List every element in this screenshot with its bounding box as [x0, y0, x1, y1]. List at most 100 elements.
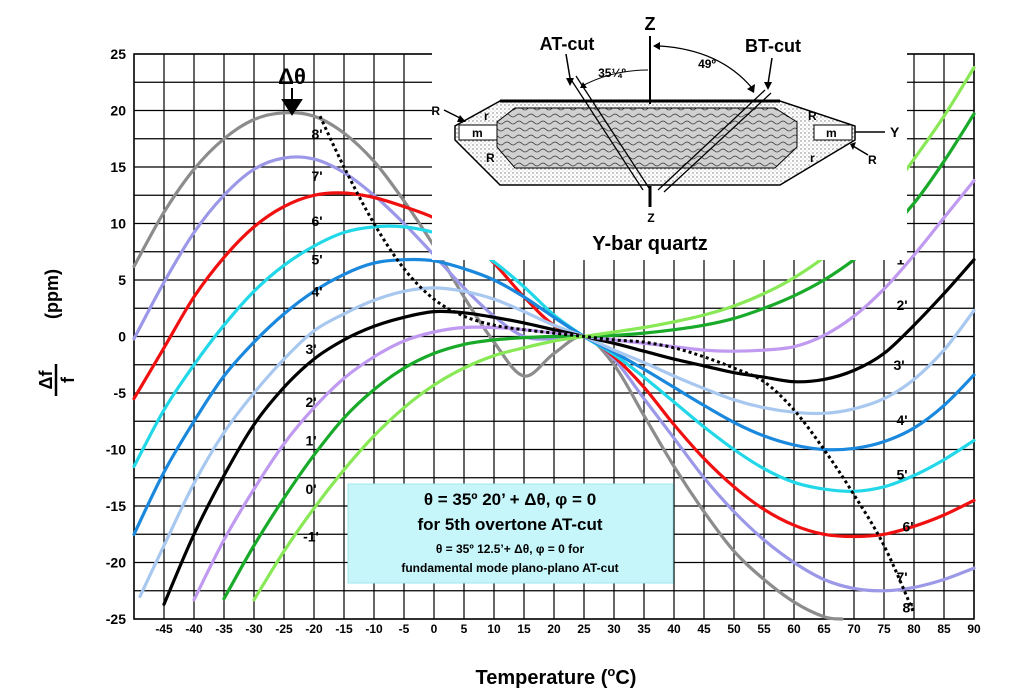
inset-face-r-right: r — [810, 151, 815, 165]
x-tick-label: 35 — [637, 622, 651, 636]
x-tick-label: -25 — [275, 622, 293, 636]
inset-face-r-left: r — [484, 109, 489, 123]
info-box-line-1: θ = 35º 20’ + Δθ, φ = 0 — [424, 490, 596, 509]
r-label-arrow-right — [852, 145, 869, 156]
x-tick-label: -40 — [185, 622, 203, 636]
x-tick-label: 15 — [517, 622, 531, 636]
x-tick-label: 75 — [877, 622, 891, 636]
inset-face-R-right-top: R — [808, 109, 817, 123]
inset-face-m-right: m — [826, 126, 837, 140]
info-box-line-2: for 5th overtone AT-cut — [417, 515, 602, 534]
curve-label-right: 7' — [896, 569, 907, 585]
x-tick-label: -30 — [245, 622, 263, 636]
inset-at-cut-label: AT-cut — [540, 34, 595, 54]
crystal-core — [496, 107, 798, 169]
y-axis-label-unit: (ppm) — [42, 269, 62, 319]
x-tick-label: -15 — [335, 622, 353, 636]
series-line — [132, 111, 844, 621]
x-tick-label: 65 — [817, 622, 831, 636]
info-box-line-3: θ = 35º 12.5’+ Δθ, φ = 0 for — [436, 542, 585, 556]
info-box-background — [347, 483, 674, 584]
bt-cut-line-b — [663, 92, 772, 193]
x-tick-label: 5 — [461, 622, 468, 636]
x-tick-label: 50 — [727, 622, 741, 636]
inset-face-m-left: m — [472, 126, 483, 140]
turnover-locus-layer — [318, 115, 916, 615]
bt-angle-arrow-top — [653, 42, 660, 50]
y-tick-label: -20 — [106, 555, 126, 571]
series-line — [132, 155, 976, 593]
x-tick-label: 70 — [847, 622, 861, 636]
r-label-arrowhead-right — [850, 142, 856, 150]
y-tick-label: -15 — [106, 498, 126, 514]
inset-y-label: Y — [890, 124, 900, 140]
inset-face-R-right-bottom: R — [868, 153, 877, 167]
y-tick-label: 25 — [110, 46, 126, 62]
y-tick-label: 20 — [110, 103, 126, 119]
m-face-left — [458, 124, 498, 141]
y-tick-label: 5 — [118, 272, 126, 288]
bt-angle-arc — [659, 45, 753, 89]
inset-face-R-left-top: R — [431, 104, 440, 118]
x-tick-label: -5 — [399, 622, 410, 636]
y-tick-label: -25 — [106, 611, 126, 627]
x-tick-label: 45 — [697, 622, 711, 636]
curve-label-right: 3' — [893, 357, 904, 373]
y-axis-label-numerator: Δf — [36, 370, 56, 390]
y-tick-label: 10 — [110, 216, 126, 232]
y-tick-label: 0 — [118, 329, 126, 345]
x-axis-label: Temperature (oC) — [476, 664, 637, 689]
inset-bt-cut-label: BT-cut — [745, 36, 801, 56]
delta-theta-arrow — [281, 88, 303, 116]
inset-title: Y-bar quartz — [592, 233, 708, 255]
curve-label-left: 3' — [305, 341, 316, 357]
series-line — [162, 258, 976, 606]
x-tick-label: -45 — [155, 622, 173, 636]
cut-angle-info-box: θ = 35º 20’ + Δθ, φ = 0 for 5th overtone… — [347, 483, 674, 584]
at-label-arrow — [565, 53, 571, 79]
x-tick-label: 55 — [757, 622, 771, 636]
inset-face-R-left-bottom: R — [486, 151, 495, 165]
bt-label-arrowhead — [764, 82, 772, 90]
x-tick-label: 30 — [607, 622, 621, 636]
series-line — [132, 224, 976, 493]
curve-label-left: 0' — [305, 481, 316, 497]
r-label-arrowhead-left — [457, 115, 466, 122]
inset-bt-angle: 49º — [698, 57, 716, 71]
curve-label-left: 8' — [311, 126, 322, 142]
x-tick-label: 25 — [577, 622, 591, 636]
y-axis-label: (ppm) Δf f — [36, 269, 78, 396]
inset-z-top: Z — [645, 14, 656, 34]
x-tick-label: -10 — [365, 622, 383, 636]
curve-label-right: 8' — [902, 600, 913, 616]
curve-label-left: 1' — [305, 432, 316, 448]
delta-theta-label: Δθ — [278, 64, 306, 89]
curve-label-left: 5' — [311, 252, 322, 268]
series-line — [138, 286, 976, 598]
info-box-line-4: fundamental mode plano-plano AT-cut — [401, 561, 618, 575]
x-tick-label: 40 — [667, 622, 681, 636]
x-tick-label: 10 — [487, 622, 501, 636]
x-tick-label: -20 — [305, 622, 323, 636]
y-tick-label: -5 — [114, 385, 127, 401]
m-face-right — [813, 124, 853, 141]
at-angle-arrow — [580, 82, 587, 88]
curve-label-right: 6' — [902, 518, 913, 534]
series-line — [132, 257, 976, 536]
at-angle-arc — [581, 69, 649, 87]
x-tick-label: 80 — [907, 622, 921, 636]
x-tick-label: 0 — [431, 622, 438, 636]
turnover-locus-line — [318, 115, 916, 615]
x-tick-label: 90 — [967, 622, 981, 636]
curve-label-left: 2' — [305, 394, 316, 410]
at-cut-line-a — [569, 77, 644, 191]
x-tick-label: -35 — [215, 622, 233, 636]
bt-cut-line-a — [657, 89, 766, 191]
at-cut-line-b — [575, 75, 650, 189]
series-line — [222, 112, 976, 601]
y-axis-label-denominator: f — [58, 376, 78, 383]
curve-label-right: 2' — [896, 297, 907, 313]
y-tick-label: -10 — [106, 442, 126, 458]
bt-label-arrow — [767, 57, 773, 85]
